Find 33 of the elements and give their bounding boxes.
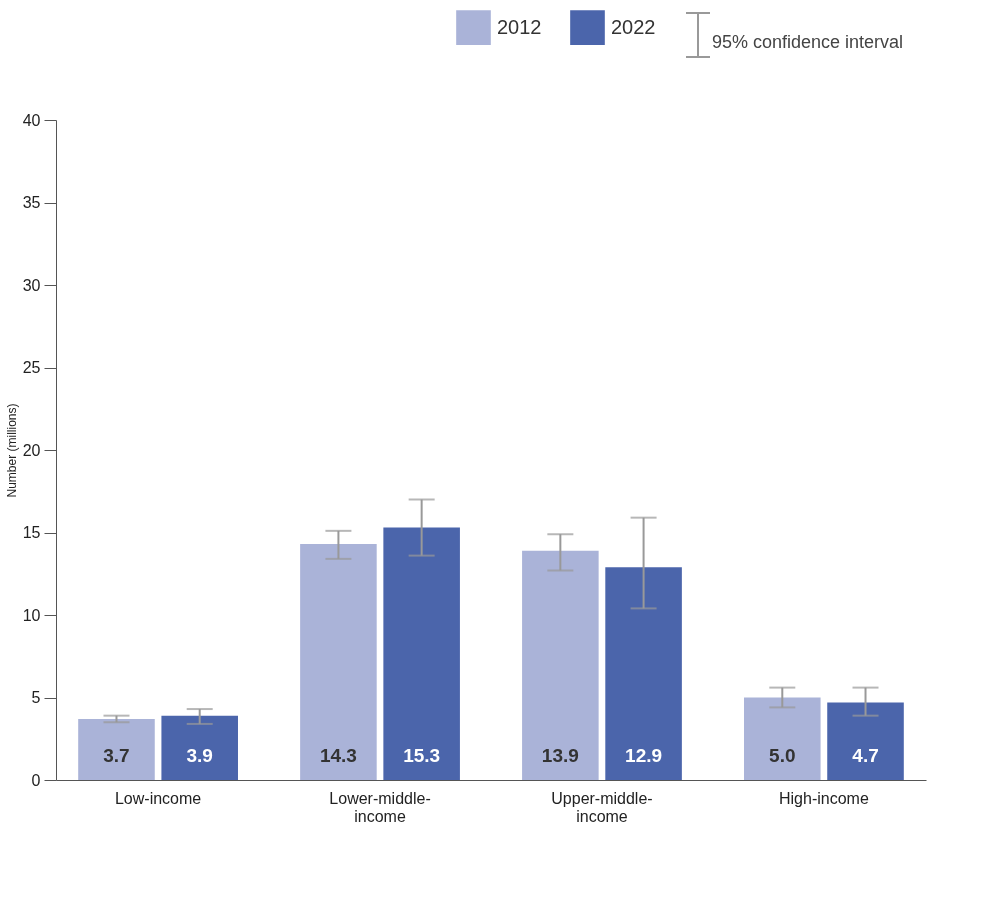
data-label: 12.9 [625, 745, 663, 766]
y-axis-title: Number (millions) [4, 403, 19, 498]
y-tick-label: 5 [31, 689, 41, 706]
y-tick-label: 20 [22, 441, 41, 459]
y-tick-label: 25 [22, 359, 41, 376]
data-label: 5.0 [769, 745, 796, 766]
x-tick-label: Lower-middle-income [329, 789, 431, 825]
y-tick-label: 10 [22, 606, 41, 624]
data-label: 13.9 [541, 745, 579, 766]
x-tick-label: Upper-middle-income [551, 789, 653, 825]
bar [522, 550, 599, 780]
y-tick-label: 35 [22, 194, 41, 211]
x-tick-label: High-income [779, 789, 869, 807]
legend-label: 2012 [497, 15, 542, 38]
bar [744, 697, 821, 780]
bar [78, 718, 155, 780]
x-tick-label: Low-income [114, 789, 202, 807]
bar [383, 527, 460, 780]
data-label: 14.3 [319, 745, 357, 766]
data-label: 3.7 [103, 745, 130, 766]
bar [605, 567, 682, 780]
data-label: 4.7 [852, 745, 879, 766]
text: 95% confidence interval [712, 32, 904, 52]
bar [827, 702, 904, 780]
y-tick-label: 15 [22, 524, 41, 541]
bar [161, 715, 238, 780]
y-tick-label: 0 [31, 771, 41, 789]
legend-label: 2022 [611, 15, 656, 38]
y-tick-label: 40 [22, 111, 41, 129]
data-label: 3.9 [186, 745, 213, 766]
bar [300, 544, 377, 780]
y-tick-label: 30 [22, 276, 41, 294]
data-label: 15.3 [403, 745, 441, 766]
